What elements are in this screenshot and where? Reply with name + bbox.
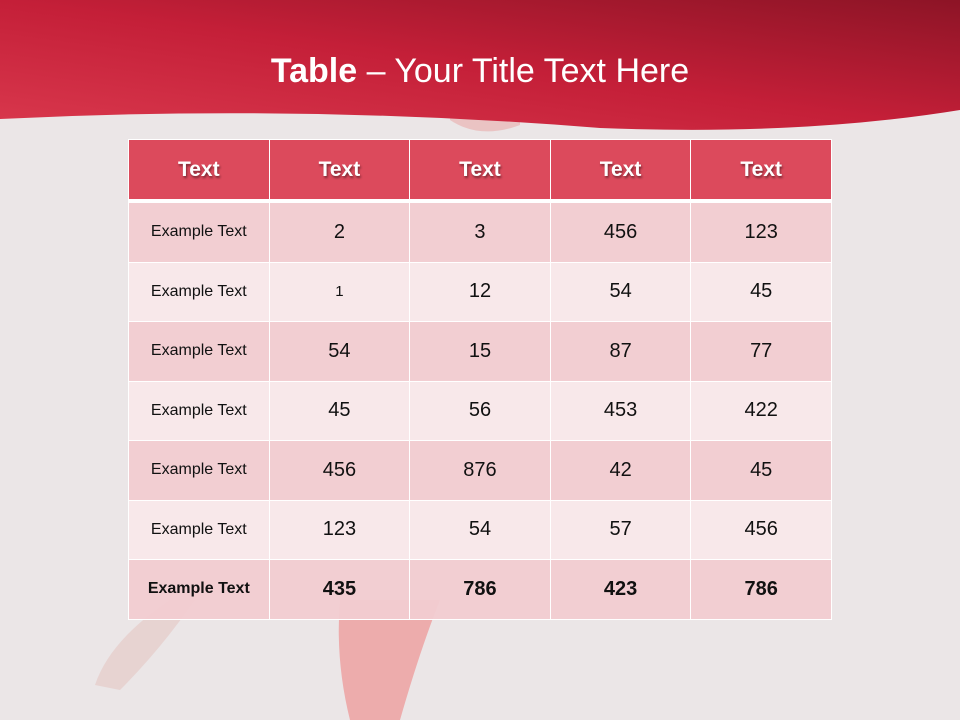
header-wave-band: [0, 0, 960, 130]
value-cell: 422: [690, 380, 832, 441]
value-cell: 423: [549, 559, 692, 620]
value-cell: 456: [549, 200, 692, 263]
value-cell: 453: [549, 380, 692, 441]
table-header-row: Text Text Text Text Text: [128, 139, 832, 202]
table-row: Example Text 456 876 42 45: [128, 440, 832, 501]
table-total-row: Example Text 435 786 423 786: [128, 559, 832, 620]
header-cell: Text: [409, 139, 551, 202]
slide-title: Table – Your Title Text Here: [0, 52, 960, 91]
value-cell: 2: [268, 200, 411, 263]
header-cell: Text: [690, 139, 832, 202]
row-label-cell: Example Text: [128, 440, 270, 501]
table-row: Example Text 1 12 54 45: [128, 261, 832, 322]
value-cell: 45: [268, 380, 411, 441]
table-row: Example Text 2 3 456 123: [128, 200, 832, 263]
table-row: Example Text 54 15 87 77: [128, 321, 832, 382]
value-cell: 123: [690, 200, 832, 263]
value-cell: 57: [549, 499, 692, 560]
value-cell: 456: [690, 499, 832, 560]
row-label-cell: Example Text: [128, 499, 270, 560]
value-cell: 45: [690, 261, 832, 322]
value-cell: 45: [690, 440, 832, 501]
value-cell: 15: [409, 321, 551, 382]
value-cell: 786: [690, 559, 832, 620]
value-cell: 435: [268, 559, 411, 620]
row-label-cell: Example Text: [128, 321, 270, 382]
value-cell: 56: [409, 380, 551, 441]
value-cell: 3: [409, 200, 551, 263]
value-cell: 1: [268, 261, 411, 322]
row-label-cell: Example Text: [128, 200, 270, 263]
table-row: Example Text 45 56 453 422: [128, 380, 832, 441]
header-cell: Text: [128, 139, 270, 202]
header-cell: Text: [549, 139, 692, 202]
title-bold: Table: [270, 52, 358, 90]
header-cell: Text: [268, 139, 411, 202]
value-cell: 12: [409, 261, 551, 322]
value-cell: 54: [409, 499, 551, 560]
value-cell: 123: [268, 499, 411, 560]
value-cell: 786: [409, 559, 551, 620]
value-cell: 87: [549, 321, 692, 382]
table-row: Example Text 123 54 57 456: [128, 499, 832, 560]
value-cell: 876: [409, 440, 551, 501]
data-table: Text Text Text Text Text Example Text 2 3 4…: [128, 139, 832, 620]
value-cell: 54: [268, 321, 411, 382]
value-cell: 42: [549, 440, 692, 501]
value-cell: 54: [549, 261, 692, 322]
row-label-cell: Example Text: [128, 380, 270, 441]
title-rest: – Your Title Text Here: [357, 52, 690, 90]
value-cell: 456: [268, 440, 411, 501]
row-label-cell: Example Text: [128, 261, 270, 322]
row-label-cell: Example Text: [128, 559, 270, 620]
value-cell: 77: [690, 321, 832, 382]
